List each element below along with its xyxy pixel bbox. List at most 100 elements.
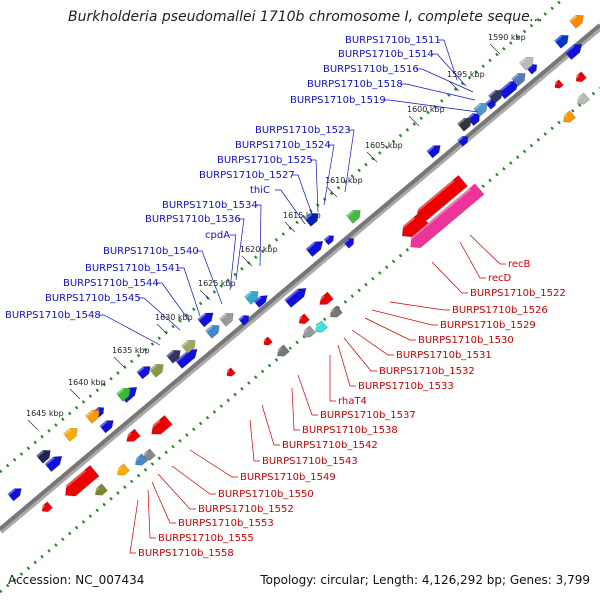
forward-gene-label: BURPS1710b_1545 bbox=[45, 293, 141, 304]
reverse-leader bbox=[189, 449, 238, 478]
reverse-gene-label: BURPS1710b_1543 bbox=[262, 456, 358, 467]
reverse-leader bbox=[343, 337, 377, 372]
reverse-leader bbox=[469, 234, 506, 265]
reverse-leader bbox=[151, 481, 176, 524]
reverse-leader bbox=[147, 489, 156, 539]
kbp-label: 1615 kbp bbox=[283, 211, 321, 220]
reverse-leader bbox=[364, 317, 416, 341]
forward-leader bbox=[323, 144, 335, 206]
reverse-leader bbox=[371, 309, 438, 326]
reverse-gene-label: BURPS1710b_1552 bbox=[198, 504, 294, 515]
kbp-tick bbox=[326, 186, 338, 198]
reverse-gene-block bbox=[224, 367, 236, 377]
forward-gene-label: BURPS1710b_1541 bbox=[85, 263, 181, 274]
forward-gene-block bbox=[488, 89, 503, 104]
forward-gene-block bbox=[564, 43, 583, 61]
reverse-gene-label: BURPS1710b_1538 bbox=[302, 425, 398, 436]
reverse-leader bbox=[129, 499, 139, 554]
kbp-label: 1640 kbp bbox=[68, 378, 106, 387]
forward-leader bbox=[416, 68, 474, 93]
forward-gene-block bbox=[244, 290, 259, 305]
reverse-gene-block bbox=[39, 501, 53, 513]
reverse-gene-block bbox=[397, 212, 429, 238]
reverse-gene-label: BURPS1710b_1537 bbox=[320, 410, 416, 421]
forward-gene-label: BURPS1710b_1514 bbox=[338, 49, 434, 60]
reverse-gene-block bbox=[406, 183, 485, 249]
reverse-leader bbox=[291, 387, 300, 431]
forward-gene-label: BURPS1710b_1523 bbox=[255, 125, 351, 136]
reverse-gene-block bbox=[552, 79, 564, 89]
forward-gene-block bbox=[99, 420, 114, 434]
forward-gene-block bbox=[511, 72, 526, 87]
kbp-tick bbox=[69, 388, 81, 400]
map-title: Burkholderia pseudomallei 1710b chromoso… bbox=[68, 9, 544, 25]
reverse-gene-block bbox=[574, 92, 590, 105]
kbp-label: 1590 kbp bbox=[488, 33, 526, 42]
forward-gene-block bbox=[63, 427, 78, 442]
kbp-tick bbox=[27, 419, 39, 431]
forward-leader bbox=[196, 250, 223, 305]
forward-gene-block bbox=[219, 312, 234, 327]
forward-gene-block bbox=[346, 209, 361, 224]
reverse-gene-block bbox=[123, 428, 141, 442]
forward-leader bbox=[156, 282, 191, 323]
forward-gene-block bbox=[36, 449, 51, 464]
reverse-gene-label: BURPS1710b_1542 bbox=[282, 440, 378, 451]
reverse-leader bbox=[329, 355, 336, 402]
reverse-leader bbox=[337, 344, 356, 387]
forward-gene-label: BURPS1710b_1534 bbox=[162, 200, 258, 211]
reverse-gene-block bbox=[316, 291, 334, 305]
kbp-tick bbox=[284, 221, 296, 233]
reverse-gene-label: rhaT4 bbox=[338, 396, 367, 407]
forward-gene-block bbox=[136, 366, 151, 380]
reverse-gene-label: BURPS1710b_1522 bbox=[470, 288, 566, 299]
forward-gene-block bbox=[205, 324, 220, 339]
forward-gene-block bbox=[554, 34, 569, 49]
reverse-leader bbox=[431, 261, 468, 294]
forward-gene-block bbox=[166, 349, 181, 364]
label-leaders bbox=[98, 39, 506, 554]
reverse-gene-label: BURPS1710b_1526 bbox=[452, 305, 548, 316]
reverse-leader bbox=[261, 404, 280, 446]
backbone bbox=[0, 23, 600, 534]
reverse-gene-block bbox=[60, 464, 100, 497]
forward-gene-block bbox=[323, 235, 335, 246]
gene-features bbox=[7, 14, 590, 513]
forward-gene-label: thiC bbox=[250, 185, 270, 196]
kbp-label: 1620 kbp bbox=[240, 245, 278, 254]
reverse-gene-label: BURPS1710b_1553 bbox=[178, 518, 274, 529]
forward-gene-block bbox=[149, 363, 164, 378]
reverse-gene-block bbox=[132, 453, 148, 466]
forward-gene-block bbox=[457, 117, 472, 132]
reverse-gene-label: BURPS1710b_1532 bbox=[379, 366, 475, 377]
reverse-leader bbox=[297, 374, 318, 416]
kbp-tick bbox=[199, 289, 211, 301]
reverse-gene-block bbox=[300, 325, 316, 338]
accession-text: Accession: NC_007434 bbox=[8, 573, 145, 587]
forward-leader bbox=[235, 218, 245, 281]
forward-gene-block bbox=[426, 145, 441, 159]
forward-gene-block bbox=[343, 237, 355, 249]
reverse-leader bbox=[171, 465, 216, 495]
reverse-gene-label: BURPS1710b_1533 bbox=[358, 381, 454, 392]
forward-leader bbox=[431, 53, 467, 87]
reverse-gene-block bbox=[114, 463, 130, 476]
forward-leader bbox=[274, 189, 306, 225]
backbone-line bbox=[0, 23, 600, 531]
kbp-label: 1595 kbp bbox=[447, 70, 485, 79]
kbp-label: 1610 kbp bbox=[325, 176, 363, 185]
reverse-gene-block bbox=[92, 483, 108, 496]
forward-gene-block bbox=[473, 102, 488, 117]
forward-gene-block bbox=[304, 212, 319, 227]
reverse-gene-block bbox=[274, 344, 290, 357]
reverse-gene-label: BURPS1710b_1529 bbox=[440, 320, 536, 331]
reverse-gene-block bbox=[296, 313, 310, 325]
kbp-tick bbox=[113, 356, 125, 368]
kbp-label: 1635 kbp bbox=[112, 346, 150, 355]
reverse-leader bbox=[351, 329, 394, 356]
forward-leader bbox=[292, 174, 315, 221]
forward-leader bbox=[383, 99, 479, 113]
reverse-leader bbox=[459, 241, 486, 279]
forward-gene-block bbox=[175, 348, 198, 369]
